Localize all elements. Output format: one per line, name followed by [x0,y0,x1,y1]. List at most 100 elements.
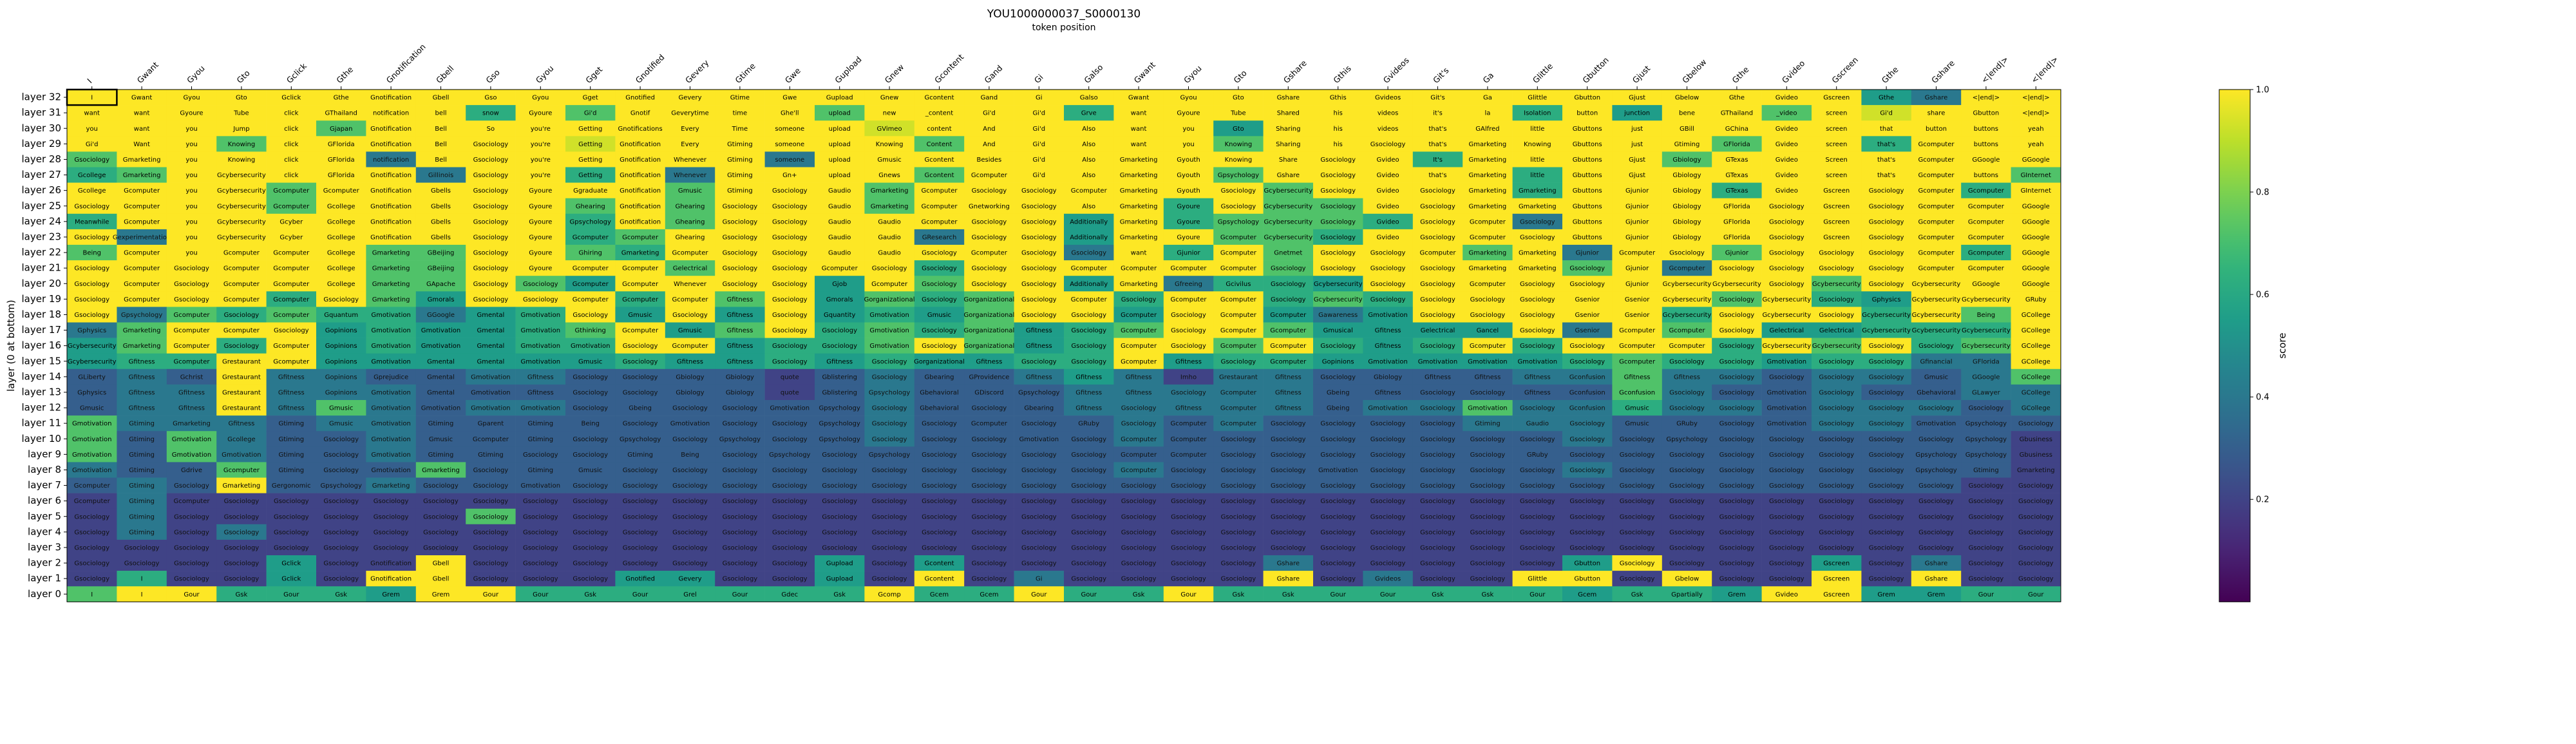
heatmap-cell [1313,524,1363,540]
cell-label: Gsociology [1071,343,1106,350]
cell-label: Gscreen [1823,560,1850,568]
heatmap-cell [665,400,715,416]
heatmap-cell [117,493,167,509]
cell-label: Gsociology [1420,421,1455,428]
cell-label: upload [829,126,851,133]
cell-label: Gfitness [726,312,753,319]
cell-label: Ghearing [676,234,705,241]
heatmap-cell [1662,90,1712,106]
heatmap-cell [67,353,117,370]
cell-label: Gcomputer [1171,436,1208,443]
cell-label: Imho [1180,374,1197,381]
cell-label: Gfitness [1175,405,1202,412]
heatmap-cell [1213,229,1264,245]
heatmap-cell [67,120,117,137]
heatmap-cell [366,213,417,230]
heatmap-cell [715,213,765,230]
cell-label: Gmental [427,374,455,381]
heatmap-cell [1263,167,1314,183]
cell-label: Gour [632,591,649,598]
cell-label: Gsociology [772,234,808,241]
cell-label: Gsociology [1071,498,1106,505]
heatmap-cell [216,322,267,338]
heatmap-cell [764,368,815,385]
cell-label: Gsociology [1520,436,1555,443]
cell-label: Getting [578,172,602,179]
cell-label: Gtiming [278,452,304,459]
heatmap-cell [1761,229,1812,245]
heatmap-cell [1612,167,1663,183]
heatmap-cell [715,446,765,463]
heatmap-cell [1861,384,1912,401]
cell-label: Gsociology [1021,421,1057,428]
heatmap-cell [1662,539,1712,556]
cell-label: Gsociology [224,343,260,350]
heatmap-cell [1861,229,1912,245]
heatmap-cell [565,307,616,323]
cell-label: Gcomputer [124,250,160,257]
heatmap-cell [1412,151,1463,167]
cell-label: Gsociology [1869,234,1904,241]
heatmap-cell [964,120,1014,137]
heatmap-cell [1861,260,1912,276]
cell-label: GGoogle [1972,374,2000,381]
heatmap-cell [117,400,167,416]
cell-label: Grem [432,591,450,598]
heatmap-cell [1313,539,1363,556]
heatmap-cell [1412,555,1463,571]
cell-label: Gnotification [620,187,661,195]
cell-label: Gcomputer [922,218,958,225]
cell-label: Gsociology [74,529,109,536]
heatmap-cell [67,229,117,245]
heatmap-cell [1463,524,1513,540]
cell-label: yeah [2028,141,2044,148]
cell-label: Gbiology [676,374,704,381]
heatmap-cell [1712,245,1762,261]
heatmap-cell [1812,338,1862,354]
cell-label: Gsociology [1420,436,1455,443]
heatmap-cell [964,462,1014,478]
heatmap-cell [914,539,965,556]
heatmap-cell [964,384,1014,401]
cell-label: Gsociology [972,452,1007,459]
cell-label: Gsociology [1819,389,1854,396]
heatmap-cell [1562,462,1613,478]
cell-label: Gsociology [1819,374,1854,381]
cell-label: Grve [1081,110,1097,117]
cell-label: Gsociology [1370,452,1406,459]
heatmap-cell [1463,322,1513,338]
cell-label: Tube [1230,110,1245,117]
cell-label: Gsociology [623,529,658,536]
cell-label: Gcybersecurity [1862,312,1911,319]
cell-label: Gbehavioral [920,405,959,412]
heatmap-cell [665,198,715,215]
cell-label: Gyouth [1177,172,1200,179]
heatmap-cell [815,198,865,215]
heatmap-cell [964,105,1014,121]
cell-label: Gcomputer [174,358,211,365]
heatmap-cell [1562,276,1613,292]
x-tick-label: Gwant [135,60,160,85]
heatmap-cell [665,384,715,401]
cell-label: Gmarketing [1120,218,1158,225]
heatmap-cell [1712,338,1762,354]
cell-label: Gcomputer [273,265,310,272]
heatmap-cell [266,260,317,276]
cell-label: Gsociology [423,498,459,505]
heatmap-cell [864,136,915,152]
cell-label: Gcomputer [971,250,1008,257]
cell-label: Gcomputer [622,234,659,241]
cell-label: Gmarketing [621,250,659,257]
heatmap-cell [1612,446,1663,463]
cell-label: Gsociology [1171,312,1206,319]
cell-label: Ghiring [578,250,601,257]
cell-label: Gscreen [1823,218,1850,225]
heatmap-cell [1313,400,1363,416]
heatmap-cell [1612,415,1663,432]
cell-label: Gtiming [478,452,504,459]
cell-label: Gsociology [1021,250,1057,257]
cell-label: Gsociology [473,265,509,272]
heatmap-cell [864,508,915,525]
heatmap-cell [466,105,516,121]
heatmap-cell [1463,555,1513,571]
